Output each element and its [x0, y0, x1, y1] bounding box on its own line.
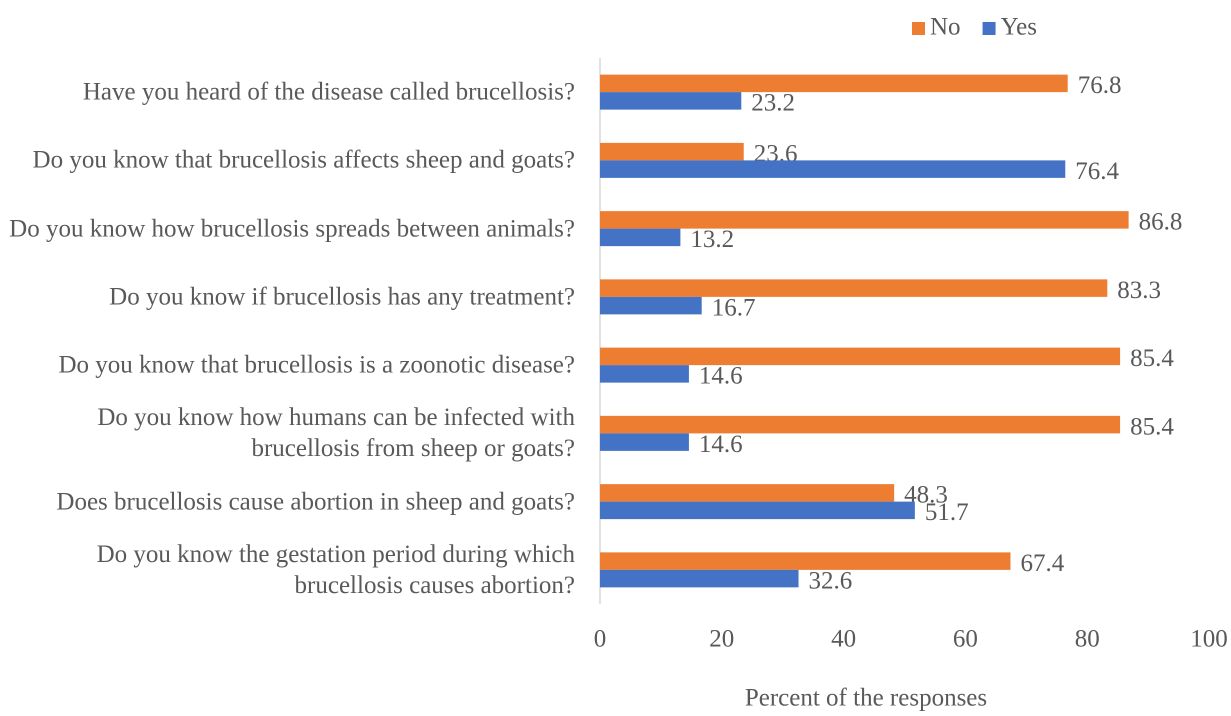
y-tick-label: Have you heard of the disease called bru… — [82, 78, 575, 106]
legend-label: No — [930, 14, 961, 41]
data-label: 76.8 — [1078, 72, 1122, 99]
bar — [600, 501, 915, 520]
bar — [600, 347, 1121, 366]
bar — [600, 415, 1121, 434]
data-label: 32.6 — [809, 567, 853, 594]
bar — [600, 279, 1108, 297]
legend-label: Yes — [1001, 14, 1037, 41]
x-tick-label: 0 — [594, 626, 607, 653]
data-label: 85.4 — [1130, 413, 1174, 440]
x-tick-label: 40 — [831, 626, 856, 653]
x-tick-label: 60 — [953, 626, 978, 653]
y-tick-label: Do you know the gestation period during … — [96, 540, 575, 599]
data-label: 16.7 — [712, 294, 756, 321]
bar — [600, 92, 742, 110]
x-axis-title: Percent of the responses — [745, 685, 987, 712]
data-label: 83.3 — [1117, 277, 1161, 304]
bar — [600, 296, 702, 315]
y-tick-label: Do you know how brucellosis spreads betw… — [9, 215, 575, 243]
data-label: 23.2 — [751, 90, 795, 117]
y-tick-label: Do you know that brucellosis is a zoonot… — [58, 351, 575, 379]
bar — [600, 569, 799, 588]
data-label: 14.6 — [699, 431, 743, 458]
data-label: 51.7 — [925, 499, 969, 526]
data-label: 13.2 — [690, 226, 734, 253]
bar — [600, 365, 689, 383]
x-tick-label: 20 — [709, 626, 734, 653]
bar — [600, 160, 1066, 178]
bar — [600, 142, 744, 161]
data-label: 14.6 — [699, 363, 743, 390]
bar — [600, 484, 895, 502]
bar — [600, 211, 1129, 229]
legend-swatch — [912, 22, 925, 35]
y-tick-label: Does brucellosis cause abortion in sheep… — [56, 488, 575, 516]
y-tick-label: Do you know how humans can be infected w… — [97, 404, 575, 463]
bar — [600, 74, 1068, 93]
data-label: 76.4 — [1075, 158, 1119, 185]
y-tick-label: Do you know if brucellosis has any treat… — [109, 283, 575, 311]
x-tick-label: 80 — [1075, 626, 1100, 653]
y-tick-label: Do you know that brucellosis affects she… — [32, 146, 575, 174]
data-label: 86.8 — [1139, 209, 1183, 236]
data-label: 67.4 — [1020, 550, 1064, 577]
bar — [600, 433, 689, 451]
data-label: 85.4 — [1130, 345, 1174, 372]
bar — [600, 552, 1011, 570]
x-tick-label: 100 — [1190, 626, 1228, 653]
legend-swatch — [982, 22, 996, 35]
bar — [600, 228, 681, 247]
